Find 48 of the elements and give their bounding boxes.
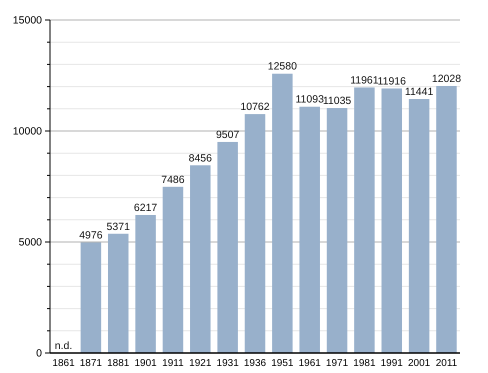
data-label: 11441 — [404, 86, 434, 98]
x-tick-label: 2001 — [408, 358, 431, 369]
data-label: 8456 — [188, 152, 212, 164]
x-tick-label: 1951 — [271, 358, 294, 369]
bar — [299, 106, 320, 353]
bar — [408, 99, 430, 353]
bar — [272, 74, 293, 353]
bar — [190, 165, 211, 353]
x-tick-label: 1971 — [326, 358, 349, 369]
data-label: 5371 — [106, 220, 130, 233]
x-tick-label: 1921 — [189, 358, 212, 369]
x-tick-label: 1861 — [52, 358, 76, 369]
data-label: 11035 — [322, 95, 352, 108]
bar — [326, 108, 348, 353]
data-label: 11093 — [295, 94, 324, 106]
bar — [354, 87, 375, 353]
data-label: 6217 — [134, 202, 158, 214]
bar — [382, 88, 402, 353]
x-tick-label: 1931 — [216, 358, 240, 369]
bar — [80, 242, 102, 353]
data-label: 9507 — [216, 128, 240, 141]
x-tick-label: 1901 — [134, 358, 158, 369]
x-tick-label: 1881 — [107, 358, 130, 369]
bar — [108, 234, 128, 353]
data-label: 7486 — [161, 174, 185, 186]
bar — [436, 86, 457, 353]
y-tick-label: 10000 — [12, 126, 42, 138]
y-tick-label: 5000 — [18, 236, 42, 249]
y-tick-label: 15000 — [12, 14, 42, 27]
bar — [162, 186, 184, 353]
data-label: 10762 — [240, 101, 270, 114]
data-label: 12028 — [432, 72, 462, 85]
data-label: 11916 — [378, 75, 406, 88]
bar — [244, 114, 266, 353]
y-tick-label: 0 — [36, 348, 42, 360]
data-label: 11961 — [350, 74, 379, 86]
data-label: 12580 — [268, 60, 298, 73]
x-tick-label: 1991 — [380, 358, 404, 369]
x-tick-label: 1981 — [353, 358, 376, 369]
x-tick-label: 1936 — [244, 358, 267, 369]
text: n.d. — [54, 340, 72, 352]
x-tick-label: 1871 — [80, 358, 102, 369]
x-tick-label: 2011 — [436, 358, 458, 369]
bar — [135, 214, 156, 353]
x-tick-label: 1911 — [162, 358, 184, 369]
data-label: 4976 — [79, 230, 103, 242]
x-tick-label: 1961 — [298, 358, 322, 369]
bar — [217, 142, 238, 353]
